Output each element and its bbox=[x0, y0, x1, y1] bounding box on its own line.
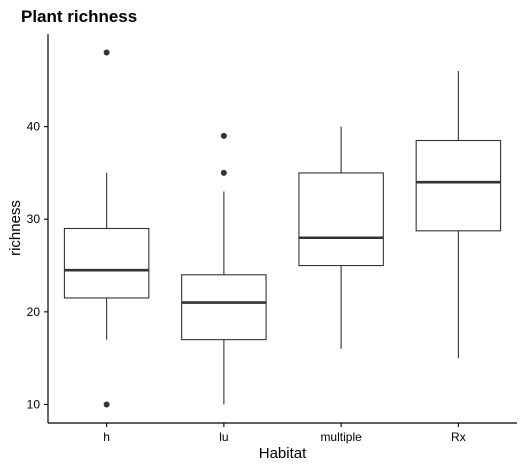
box-Rx bbox=[415, 139, 502, 232]
box-group-Rx bbox=[415, 71, 502, 359]
box-lu bbox=[181, 274, 267, 341]
outlier-point-lu-1 bbox=[220, 169, 227, 176]
box-multiple bbox=[298, 172, 384, 267]
y-tick-label-10: 10 bbox=[27, 397, 41, 411]
x-tick-label-h: h bbox=[103, 430, 110, 444]
chart-title: Plant richness bbox=[21, 7, 137, 26]
box-group-lu bbox=[181, 132, 267, 405]
y-tick-label-40: 40 bbox=[27, 120, 41, 134]
y-tick-label-30: 30 bbox=[27, 212, 41, 226]
box-h bbox=[63, 227, 150, 299]
y-tick-label-20: 20 bbox=[27, 305, 41, 319]
outlier-point-h-1 bbox=[103, 401, 110, 408]
axes-layer: 10 20 30 40 h lu multiple Rx bbox=[27, 34, 517, 444]
x-tick-label-lu: lu bbox=[219, 430, 228, 444]
x-tick-label-multiple: multiple bbox=[320, 430, 362, 444]
x-tick-label-Rx: Rx bbox=[451, 430, 466, 444]
box-group-multiple bbox=[298, 126, 384, 349]
plot-layer bbox=[63, 49, 502, 408]
box-group-h bbox=[63, 49, 150, 408]
y-axis-title: richness bbox=[7, 200, 24, 256]
x-axis-title: Habitat bbox=[259, 445, 307, 462]
outlier-point-lu-0 bbox=[220, 132, 227, 139]
outlier-point-h-0 bbox=[103, 49, 110, 56]
